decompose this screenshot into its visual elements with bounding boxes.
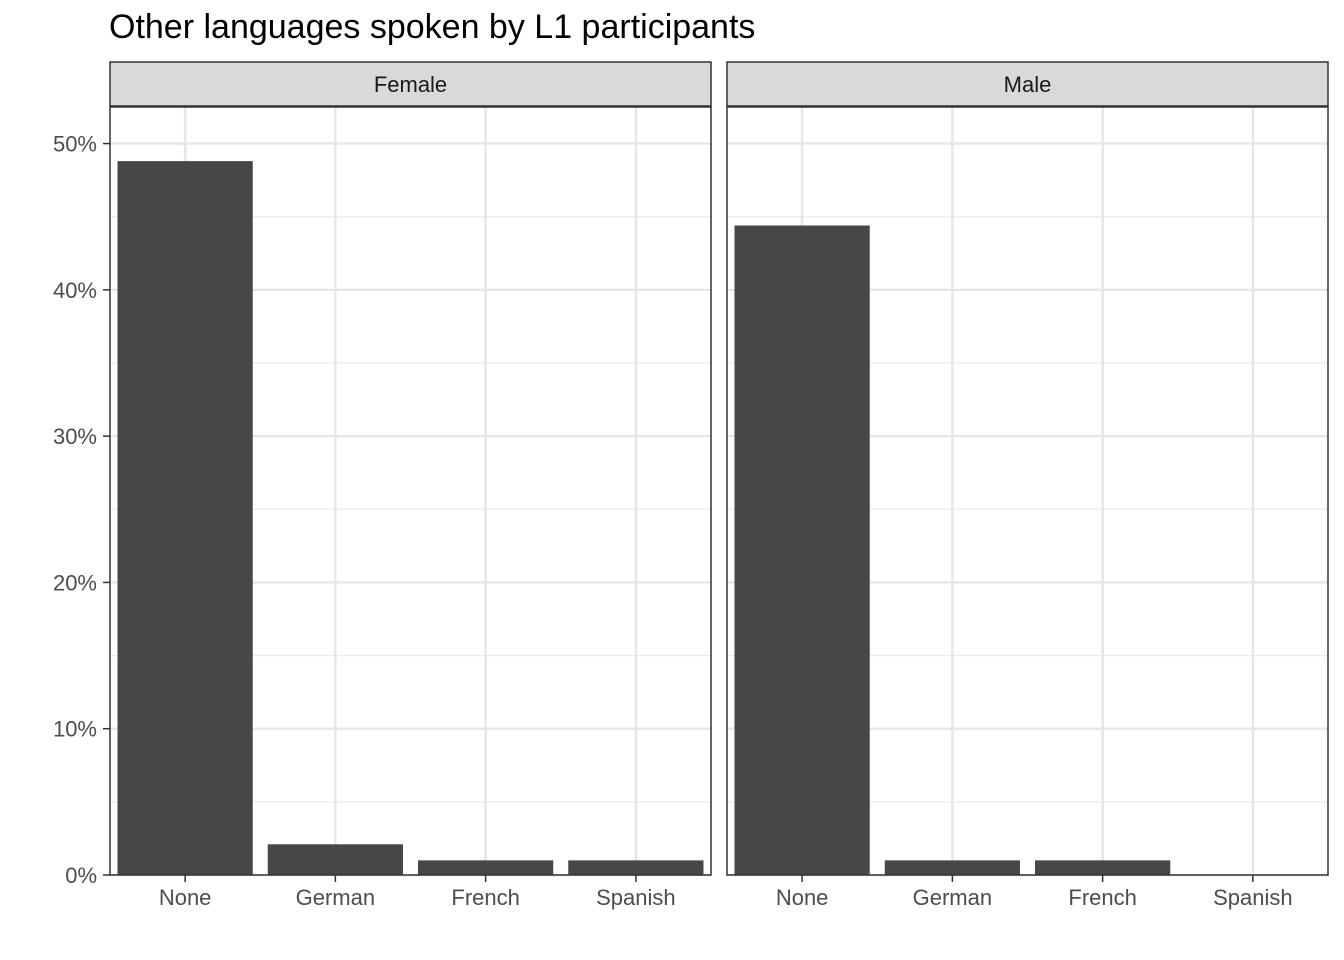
panel-female: Female None German French Spanish: [109, 61, 712, 910]
x-tick-label: French: [451, 885, 519, 910]
chart-panels: Female None German French Spanish Male None Ger…: [109, 61, 1329, 910]
bar-male-none: [734, 225, 870, 875]
bar-female-french: [418, 860, 554, 875]
facet-strip: [109, 61, 712, 107]
y-tick-label: 20%: [53, 570, 97, 595]
chart-title: Other languages spoken by L1 participant…: [109, 8, 756, 46]
panel-border: [109, 106, 712, 876]
x-tick-label: German: [296, 885, 375, 910]
bar-male-french: [1035, 860, 1171, 875]
x-tick-label: Spanish: [596, 885, 676, 910]
facet-strip-label: Male: [1004, 72, 1052, 97]
facet-strip: [726, 61, 1329, 107]
x-tick-label: None: [159, 885, 212, 910]
x-tick-label: French: [1068, 885, 1136, 910]
panel-male: Male None German French Spanish: [726, 61, 1329, 910]
bar-female-none: [117, 161, 253, 875]
facet-strip-label: Female: [374, 72, 447, 97]
panel-border: [726, 106, 1329, 876]
bar-male-german: [884, 860, 1020, 875]
y-tick-label: 10%: [53, 717, 97, 742]
x-tick-label: None: [776, 885, 829, 910]
x-tick-label: Spanish: [1213, 885, 1293, 910]
bar-female-german: [267, 844, 403, 875]
x-tick-label: German: [913, 885, 992, 910]
y-tick-label: 50%: [53, 132, 97, 157]
y-tick-label: 30%: [53, 424, 97, 449]
bar-female-spanish: [568, 860, 704, 875]
y-tick-label: 0%: [65, 863, 97, 888]
y-tick-label: 40%: [53, 278, 97, 303]
y-axis: 0% 10% 20% 30% 40% 50%: [53, 132, 110, 888]
